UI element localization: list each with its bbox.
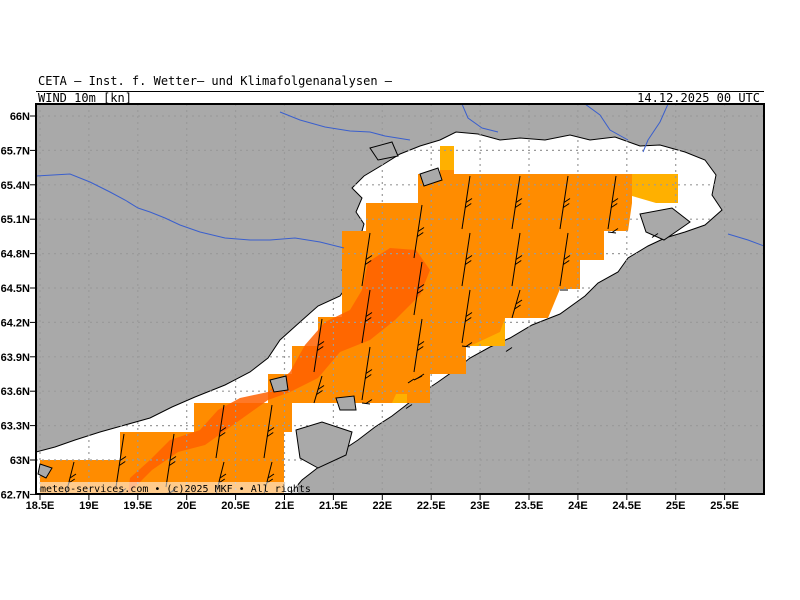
lat-label: 64.8N (1, 249, 30, 261)
barb-feather (267, 473, 275, 479)
barb-feather (416, 289, 424, 294)
barb-feather (416, 346, 424, 351)
lon-label: 21.5E (319, 500, 348, 512)
lon-label: 25.5E (710, 500, 739, 512)
forecast-datetime: 14.12.2025 00 UTC (637, 91, 760, 105)
barb-feather (407, 378, 415, 384)
barb-feather (417, 373, 425, 379)
barb-feather (562, 203, 570, 208)
barb-feather (465, 198, 473, 203)
barb-feather (317, 385, 325, 390)
barb-feather (316, 390, 323, 395)
lat-label: 65.4N (1, 180, 30, 192)
wind-area-low (470, 318, 505, 346)
lon-label: 24.5E (612, 500, 641, 512)
barb-feather (562, 260, 570, 265)
barb-feather (611, 198, 619, 203)
barb-feather (405, 404, 413, 409)
barb-feather (118, 461, 126, 466)
barb-feather (515, 198, 523, 203)
barb-feather (464, 317, 472, 322)
barb-feather (563, 198, 571, 203)
lon-label: 23.5E (515, 500, 544, 512)
lat-label: 65.7N (1, 145, 30, 157)
barb-feather (505, 347, 513, 352)
rivers (36, 104, 764, 249)
barb-feather (69, 473, 77, 479)
barb-feather (515, 299, 523, 305)
lat-label: 62.7N (1, 489, 30, 501)
lon-label: 19E (79, 500, 99, 512)
subtitle-bar: WIND_10m_[kn] 14.12.2025 00 UTC (36, 91, 764, 105)
lat-label: 63.9N (1, 352, 30, 364)
barb-feather (416, 232, 424, 237)
barb-feather (515, 255, 523, 260)
lat-label: 64.2N (1, 317, 30, 329)
barb-feather (119, 456, 127, 461)
lat-label: 63N (10, 455, 30, 467)
barb-feather (514, 260, 522, 265)
barb-feather (364, 260, 372, 265)
lon-label: 23E (470, 500, 490, 512)
barb-feather (417, 227, 425, 232)
map-title: CETA — Inst. f. Wetter— und Klimafolgena… (38, 74, 393, 88)
lon-label: 22.5E (417, 500, 446, 512)
copyright-strip: meteo-services.com • (c)2025 MKF • All r… (38, 482, 311, 495)
map-content: meteo-services.com • (c)2025 MKF • All r… (36, 104, 764, 495)
barb-feather (464, 260, 472, 265)
wind-area-low (632, 174, 678, 203)
lat-label: 63.6N (1, 386, 30, 398)
lon-label: 18.5E (26, 500, 55, 512)
lon-label: 19.5E (123, 500, 152, 512)
barb-feather (365, 399, 373, 404)
barb-feather (611, 228, 619, 233)
map-frame (35, 103, 765, 495)
lon-label: 21E (275, 500, 295, 512)
barb-feather (365, 312, 373, 317)
barb-feather (610, 203, 618, 208)
barb-feather (651, 233, 659, 238)
lon-label: 22E (373, 500, 393, 512)
parameter-label: WIND_10m_[kn] (38, 91, 132, 105)
barb-feather (219, 473, 227, 479)
wind-area-low (392, 394, 407, 403)
lat-label: 66N (10, 111, 30, 123)
lon-label: 20E (177, 500, 197, 512)
barb-feather (417, 284, 425, 289)
barb-feather (168, 461, 176, 466)
barb-feather (218, 432, 226, 437)
lat-label: 64.5N (1, 283, 30, 295)
barb-feather (465, 255, 473, 260)
barb-feather (169, 456, 177, 461)
copyright-text: meteo-services.com • (c)2025 MKF • All r… (40, 484, 311, 495)
lat-label: 65.1N (1, 214, 30, 226)
barb-feather (267, 427, 275, 432)
wind-field (40, 146, 678, 494)
lat-label: 63.3N (1, 421, 30, 433)
wind-barbs (65, 175, 659, 494)
barb-feather (514, 304, 521, 310)
barb-feather (417, 341, 425, 346)
barb-feather (464, 203, 472, 208)
axes: 66N 65.7N 65.4N 65.1N 64.8N 64.5N 64.2N 63.9N 63… (1, 111, 739, 512)
barb-feather (365, 369, 373, 374)
lon-label: 24E (568, 500, 588, 512)
barb-feather (364, 374, 372, 379)
barb-feather (365, 255, 373, 260)
barb-feather (563, 255, 571, 260)
wind-area-low (440, 146, 454, 170)
islands (37, 141, 691, 479)
barb-feather (364, 317, 372, 322)
lon-label: 25E (666, 500, 686, 512)
barb-feather (266, 432, 274, 437)
barb-feather (219, 427, 227, 432)
barb-feather (514, 203, 522, 208)
lon-label: 20.5E (221, 500, 250, 512)
barb-feather (316, 346, 324, 351)
barb-feather (465, 342, 473, 347)
barb-feather (465, 312, 473, 317)
wind-area-high (128, 248, 430, 494)
barb-feather (317, 341, 325, 346)
